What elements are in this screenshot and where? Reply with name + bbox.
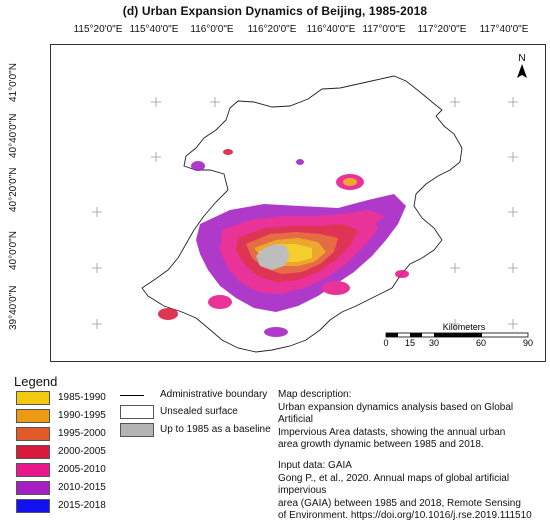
citation-line: area (GAIA) between 1985 and 2018, Remot… — [278, 497, 521, 509]
description-line: area growth dynamic between 1985 and 201… — [278, 439, 484, 450]
latitude-tick: 40°40'0"N — [8, 113, 19, 159]
latitude-tick: 41°0'0"N — [8, 63, 19, 102]
description-line: Urban expansion dynamics analysis based … — [278, 401, 514, 426]
latitude-tick: 40°0'0"N — [8, 231, 19, 270]
legend-label: 1985-1990 — [58, 392, 106, 403]
legend-label: 2010-2015 — [58, 482, 106, 493]
input-data-heading: Input data: GAIA — [278, 460, 352, 471]
scale-bar-label: 60 — [476, 338, 486, 348]
latitude-tick: 39°40'0"N — [8, 285, 19, 331]
longitude-tick: 116°20'0"E — [247, 24, 297, 35]
legend-label: 2000-2005 — [58, 446, 106, 457]
description-line: Impervious Area datasts, showing the ann… — [278, 426, 506, 438]
boundary-line-symbol — [120, 395, 144, 396]
citation-line: of Environment. https://doi.org/10.1016/… — [278, 510, 532, 521]
scale-bar: Kilometers 0 15 30 60 90 — [383, 322, 533, 348]
citation-line: Gong P., et al., 2020. Annual maps of gl… — [278, 472, 510, 497]
legend-reference-label: Up to 1985 as a baseline — [160, 424, 271, 435]
scale-bar-label: 0 — [383, 338, 388, 348]
baseline-swatch — [120, 423, 154, 437]
legend-label: 1995-2000 — [58, 428, 106, 439]
legend-reference-label: Unsealed surface — [160, 406, 238, 417]
longitude-tick: 116°0'0"E — [190, 24, 234, 35]
map-description: Map description: Urban expansion dynamic… — [278, 389, 546, 452]
north-arrow: N — [517, 53, 527, 78]
legend-swatch — [16, 463, 50, 477]
legend-label: 2015-2018 — [58, 500, 106, 511]
description-heading: Map description: — [278, 389, 352, 400]
longitude-tick: 115°20'0"E — [73, 24, 123, 35]
legend-swatch — [16, 427, 50, 441]
longitude-tick: 117°40'0"E — [479, 24, 529, 35]
unsealed-surface-swatch — [120, 405, 154, 419]
longitude-tick: 117°20'0"E — [417, 24, 467, 35]
legend-swatch — [16, 391, 50, 405]
urban-expansion-layer — [158, 149, 409, 337]
legend-reference-label: Administrative boundary — [160, 389, 268, 400]
legend-swatch — [16, 481, 50, 495]
scale-bar-title: Kilometers — [443, 322, 486, 332]
latitude-tick: 40°20'0"N — [8, 167, 19, 213]
map-title: (d) Urban Expansion Dynamics of Beijing,… — [122, 4, 428, 18]
scale-bar-label: 30 — [429, 338, 439, 348]
legend-swatch — [16, 409, 50, 423]
scale-bar-label: 15 — [405, 338, 415, 348]
legend-label: 1990-1995 — [58, 410, 106, 421]
north-label: N — [518, 53, 525, 64]
legend-label: 2005-2010 — [58, 464, 106, 475]
legend-title: Legend — [14, 374, 58, 389]
map-frame — [50, 44, 546, 362]
map-canvas[interactable]: N Kilometers 0 15 30 60 90 — [50, 44, 546, 362]
longitude-tick: 117°0'0"E — [362, 24, 406, 35]
longitude-tick: 116°40'0"E — [306, 24, 356, 35]
scale-bar-label: 90 — [523, 338, 533, 348]
longitude-tick: 115°40'0"E — [129, 24, 179, 35]
legend-swatch — [16, 499, 50, 513]
input-data: Input data: GAIA Gong P., et al., 2020. … — [278, 460, 546, 523]
legend-swatch — [16, 445, 50, 459]
